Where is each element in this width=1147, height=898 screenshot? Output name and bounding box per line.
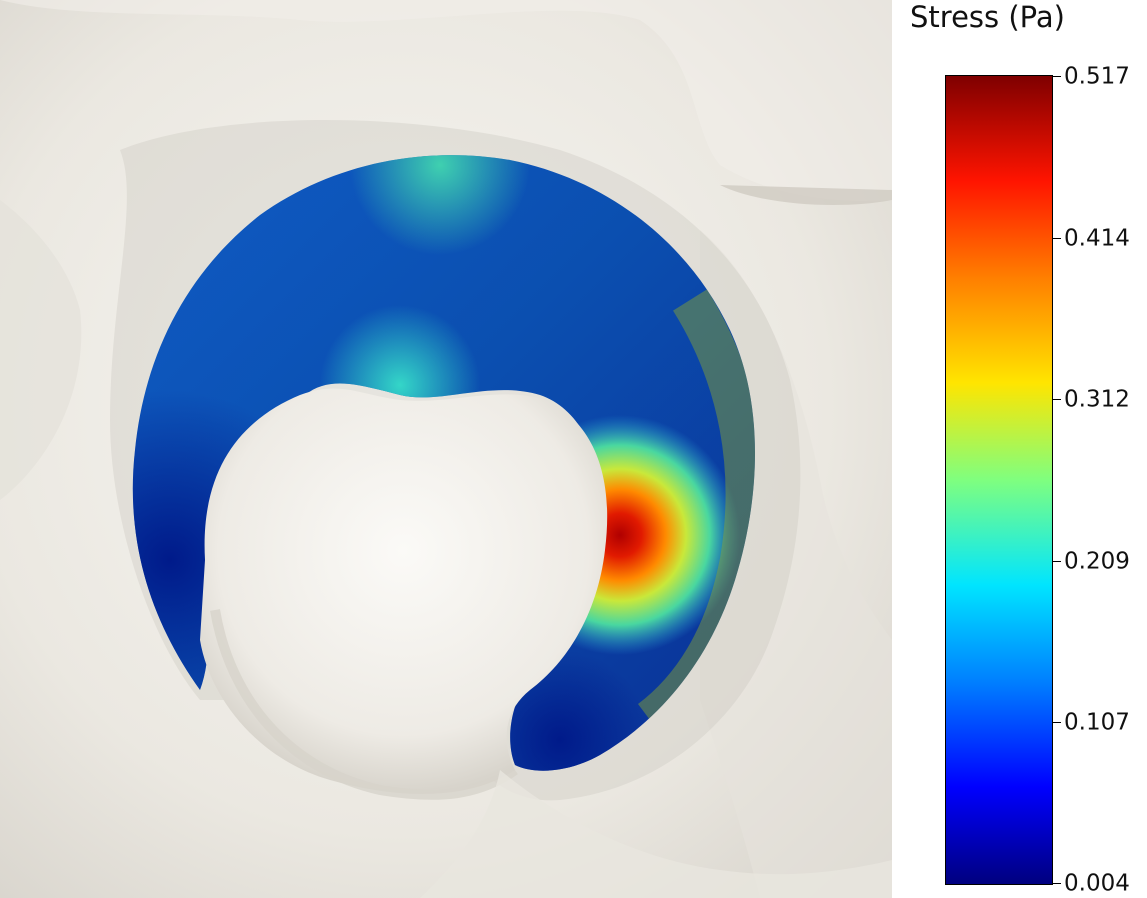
colorbar: Stress (Pa) 0.517 0.414 0.312 0.209 0.10… — [892, 0, 1147, 898]
colorbar-tick-label: 0.107 — [1064, 709, 1130, 736]
bone-mesh-render — [0, 0, 892, 898]
colorbar-tick-label: 0.004 — [1064, 870, 1130, 897]
colorbar-tick-mark — [1053, 561, 1061, 562]
colorbar-tick-mark — [1053, 883, 1061, 884]
colorbar-tick-label: 0.312 — [1064, 386, 1130, 413]
3d-render-viewport[interactable] — [0, 0, 892, 898]
colorbar-tick-mark — [1053, 722, 1061, 723]
colorbar-tick-label: 0.517 — [1064, 63, 1130, 90]
colorbar-tick-mark — [1053, 76, 1061, 77]
colorbar-gradient — [945, 75, 1053, 885]
colorbar-tick-mark — [1053, 238, 1061, 239]
colorbar-tick-label: 0.209 — [1064, 548, 1130, 575]
colorbar-title: Stress (Pa) — [910, 0, 1065, 34]
colorbar-tick-label: 0.414 — [1064, 225, 1130, 252]
colorbar-tick-mark — [1053, 399, 1061, 400]
